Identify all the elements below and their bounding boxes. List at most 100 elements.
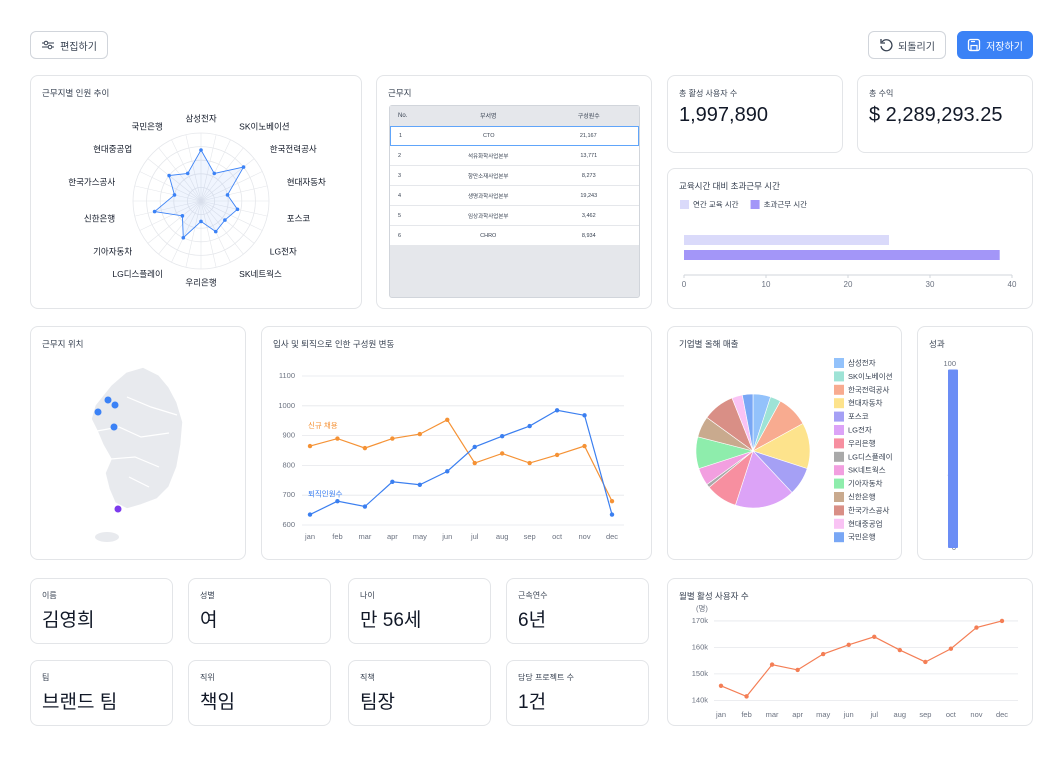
map-point[interactable] bbox=[114, 505, 122, 513]
y-tick-label: 1100 bbox=[279, 371, 295, 380]
edit-icon bbox=[42, 40, 55, 50]
y-tick-label: 600 bbox=[282, 520, 295, 529]
y-tick-label: 160k bbox=[692, 642, 709, 651]
x-tick-label: oct bbox=[552, 532, 563, 541]
table-cell: 13,771 bbox=[580, 152, 598, 159]
bar bbox=[948, 369, 958, 548]
x-tick-label: 30 bbox=[926, 280, 935, 289]
revert-button[interactable]: 되돌리기 bbox=[868, 31, 946, 59]
y-unit: (명) bbox=[696, 603, 708, 613]
edit-button[interactable]: 편집하기 bbox=[30, 31, 108, 59]
map-point[interactable] bbox=[111, 401, 119, 409]
legend-label: 한국전력공사 bbox=[848, 384, 889, 394]
radar-spoke bbox=[171, 139, 202, 202]
map-point[interactable] bbox=[104, 396, 112, 404]
table-row[interactable]: 4 생명과학사업본부 19,243 bbox=[390, 186, 639, 206]
line-point bbox=[445, 469, 450, 474]
x-tick-label: feb bbox=[332, 532, 342, 541]
hbar-chart: 연간 교육 시간 초과근무 시간 0 10 20 30 40 bbox=[680, 199, 1017, 289]
map-point[interactable] bbox=[94, 408, 102, 416]
profile-value: 책임 bbox=[200, 692, 235, 713]
legend-label: 한국가스공사 bbox=[848, 506, 889, 515]
radar-label: 한국가스공사 bbox=[68, 177, 115, 187]
header-cell: 부서명 bbox=[479, 114, 497, 120]
x-tick-label: 0 bbox=[682, 280, 687, 289]
radar-point bbox=[185, 171, 190, 176]
line-point bbox=[335, 436, 340, 441]
radar-point bbox=[199, 219, 203, 224]
table-card: 근무지 No. 부서명 구성원수 1 CTO 21,167 2 석유화학사업본부 13,771 3… bbox=[376, 75, 652, 309]
radar-label: 삼성전자 bbox=[185, 113, 216, 123]
table-row[interactable]: 2 석유화학사업본부 13,771 bbox=[390, 146, 639, 166]
legend-swatch bbox=[834, 398, 844, 409]
radar-spoke bbox=[185, 134, 202, 202]
radar-spoke bbox=[139, 200, 202, 231]
radar-point bbox=[235, 207, 240, 212]
x-tick-label: nov bbox=[578, 532, 590, 541]
x-tick-label: oct bbox=[946, 710, 957, 719]
bar-chart: 0102030405060708090100 bbox=[943, 359, 958, 552]
table-cell: 석유화학사업본부 bbox=[468, 153, 509, 160]
revert-label: 되돌리기 bbox=[898, 41, 935, 53]
edit-label: 편집하기 bbox=[60, 41, 97, 53]
profile-card: 팀 브랜드 팀 bbox=[30, 660, 173, 726]
save-icon bbox=[967, 38, 981, 52]
save-button[interactable]: 저장하기 bbox=[957, 31, 1033, 59]
radar-label: SK이노베이션 bbox=[239, 121, 289, 131]
radar-spoke bbox=[158, 200, 202, 255]
profile-label: 담당 프로젝트 수 bbox=[518, 673, 574, 682]
x-tick-label: 10 bbox=[762, 280, 771, 289]
legend-label: LG디스플레이 bbox=[848, 451, 893, 461]
legend-label: 초과근무 시간 bbox=[764, 199, 808, 209]
line-point bbox=[417, 482, 423, 487]
radar-spoke bbox=[147, 200, 202, 244]
card-title: 성과 bbox=[929, 339, 945, 349]
kpi-label: 총 활성 사용자 수 bbox=[679, 89, 738, 98]
line-point bbox=[527, 423, 532, 429]
radar-spoke bbox=[200, 139, 231, 202]
card-title: 기업별 올해 매출 bbox=[679, 339, 739, 349]
radar-point bbox=[223, 218, 227, 222]
kpi-card: 총 수익 $ 2,289,293.25 bbox=[857, 75, 1033, 153]
y-tick-label: 170k bbox=[692, 616, 709, 625]
table-row[interactable]: 5 임상과학사업본부 3,462 bbox=[390, 206, 639, 226]
profile-card: 이름 김영희 bbox=[30, 578, 173, 644]
line-point bbox=[472, 444, 477, 450]
line-point bbox=[795, 667, 800, 673]
legend-swatch bbox=[834, 371, 844, 382]
table-row[interactable]: 3 항만소재사업본부 8,273 bbox=[390, 166, 639, 186]
legend-swatch bbox=[834, 518, 844, 529]
map-island bbox=[95, 532, 119, 542]
map-point[interactable] bbox=[110, 423, 118, 431]
profile-value: 6년 bbox=[518, 610, 547, 631]
profile-value: 팀장 bbox=[360, 692, 395, 713]
table-row[interactable]: 6 CHRO 8,934 bbox=[390, 226, 639, 246]
legend-swatch bbox=[834, 505, 844, 516]
profile-card: 직책 팀장 bbox=[348, 660, 491, 726]
legend-label: 삼성전자 bbox=[848, 357, 876, 367]
x-tick-label: aug bbox=[894, 710, 907, 719]
line-point bbox=[499, 451, 505, 456]
radar-point bbox=[199, 148, 203, 152]
profile-card: 직위 책임 bbox=[188, 660, 331, 726]
line-point bbox=[335, 498, 340, 504]
line-card: 600 700 800 900 1000 1100 jan feb mar apr may jun ju… bbox=[261, 326, 652, 560]
legend-label: 현대중공업 bbox=[848, 519, 883, 528]
hbar-card: 연간 교육 시간 초과근무 시간 0 10 20 30 40 교육시간 대비 초과근무 시간 bbox=[667, 168, 1033, 309]
radar-spoke bbox=[200, 134, 217, 202]
line-point bbox=[897, 647, 903, 653]
card-title: 입사 및 퇴직으로 인한 구성원 변동 bbox=[273, 339, 395, 349]
table-cell: CTO bbox=[482, 133, 495, 139]
line-point bbox=[923, 659, 928, 665]
table-row[interactable]: 1 CTO 21,167 bbox=[390, 126, 639, 146]
profile-value: 브랜드 팀 bbox=[42, 692, 118, 713]
radar-point bbox=[213, 229, 218, 234]
table-cell: 8,273 bbox=[581, 172, 596, 179]
save-label: 저장하기 bbox=[986, 41, 1023, 53]
legend-label: 포스코 bbox=[848, 412, 869, 421]
x-tick-label: jun bbox=[441, 532, 452, 541]
radar-point bbox=[180, 214, 185, 218]
radar-label: 현대중공업 bbox=[93, 144, 132, 154]
series-label: 신규 채용 bbox=[308, 420, 338, 430]
